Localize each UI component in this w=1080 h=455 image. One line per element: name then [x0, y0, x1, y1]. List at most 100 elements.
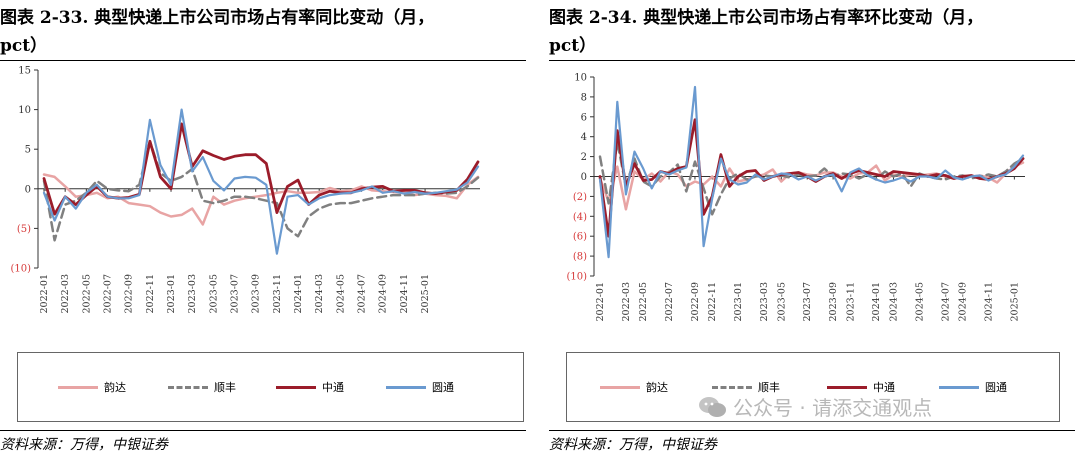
x-tick-label-right: 2023-03 [759, 282, 770, 321]
legend-swatch [712, 385, 752, 389]
legend-swatch [827, 385, 867, 389]
chart-title-left-line2: pct） [0, 36, 48, 56]
y-tick-label-right: (10) [566, 272, 587, 283]
x-tick-label-right: 2023-11 [845, 282, 856, 321]
chart-title-left-line1: 图表 2-33. 典型快递上市公司市场占有率同比变动（月， [0, 8, 435, 28]
legend-item: 中通 [827, 353, 895, 421]
title-rule-right [549, 60, 1075, 61]
y-tick-label-left: (5) [17, 224, 31, 235]
legend-label: 顺丰 [214, 381, 236, 394]
series-line-left-圆通 [42, 108, 480, 255]
y-tick-label-right: 6 [581, 112, 587, 123]
chart-panel-left: 图表 2-33. 典型快递上市公司市场占有率同比变动（月， pct） (10)(… [0, 0, 526, 455]
x-tick-label-left: 2024-11 [399, 274, 410, 313]
x-tick-label-right: 2022-01 [595, 282, 606, 321]
x-tick-label-left: 2024-03 [314, 274, 325, 313]
chart-plot-right: (10) (8) (6) (4) (2) 0 2 4 6 8 10 2022-01 2022-03 202… [566, 73, 1025, 321]
wechat-icon [699, 396, 726, 417]
x-tick-label-right: 2024-11 [983, 282, 994, 321]
x-tick-label-left: 2024-05 [335, 274, 346, 313]
legend-right: 韵达 顺丰 中通 圆通 [566, 352, 1060, 422]
x-tick-label-right: 2024-09 [958, 282, 969, 321]
y-tick-label-right: (2) [573, 192, 587, 203]
watermark-text: 公众号 · 请添交通观点 [733, 396, 933, 420]
x-tick-label-right: 2024-03 [889, 282, 900, 321]
series-line-right-韵达 [598, 161, 1025, 211]
x-tick-label-left: 2023-01 [166, 274, 177, 313]
x-tick-label-right: 2024-01 [871, 282, 882, 321]
x-tick-label-right: 2022-11 [707, 282, 718, 321]
legend-item: 韵达 [58, 353, 126, 421]
legend-swatch [386, 385, 426, 389]
x-tick-label-right: 2023-09 [828, 282, 839, 321]
legend-label: 圆通 [985, 381, 1007, 394]
chart-title-right-line2: pct） [549, 36, 597, 56]
x-tick-label-right: 2024-05 [914, 282, 925, 321]
x-tick-label-left: 2022-07 [103, 274, 114, 313]
x-tick-label-left: 2022-01 [39, 274, 50, 313]
x-tick-label-left: 2024-01 [293, 274, 304, 313]
legend-label: 韵达 [646, 381, 668, 394]
chart-title-left: 图表 2-33. 典型快递上市公司市场占有率同比变动（月， pct） [0, 4, 526, 60]
x-tick-label-right: 2022-09 [690, 282, 701, 321]
y-tick-label-left: 5 [25, 145, 31, 156]
x-tick-label-right: 2023-01 [733, 282, 744, 321]
legend-label: 圆通 [432, 381, 454, 394]
legend-item: 韵达 [600, 353, 668, 421]
y-tick-label-right: (6) [573, 232, 587, 243]
y-tick-label-right: 10 [574, 73, 587, 84]
x-tick-label-left: 2024-07 [357, 274, 368, 313]
legend-item: 圆通 [386, 353, 454, 421]
x-tick-label-right: 2023-07 [802, 282, 813, 321]
y-tick-label-left: 10 [18, 105, 31, 116]
x-tick-label-left: 2023-03 [187, 274, 198, 313]
x-tick-label-right: 2023-05 [776, 282, 787, 321]
x-tick-label-left: 2022-09 [124, 274, 135, 313]
source-rule-left [0, 430, 526, 431]
legend-swatch [939, 385, 979, 389]
watermark: 公众号 · 请添交通观点 [697, 392, 932, 421]
y-tick-label-right: 2 [581, 152, 587, 163]
x-tick-label-left: 2022-05 [81, 274, 92, 313]
x-tick-label-left: 2024-09 [378, 274, 389, 313]
legend-label: 顺丰 [758, 381, 780, 394]
x-tick-label-right: 2022-05 [638, 282, 649, 321]
legend-item: 顺丰 [168, 353, 236, 421]
x-tick-label-left: 2022-11 [145, 274, 156, 313]
legend-swatch [168, 385, 208, 389]
x-tick-label-left: 2023-09 [251, 274, 262, 313]
y-tick-label-right: (8) [573, 252, 587, 263]
y-tick-label-right: (4) [573, 212, 587, 223]
chart-title-right-line1: 图表 2-34. 典型快递上市公司市场占有率环比变动（月， [549, 8, 984, 28]
y-tick-label-left: 0 [25, 184, 31, 195]
series-line-left-顺丰 [42, 140, 480, 242]
x-tick-label-left: 2023-11 [272, 274, 283, 313]
y-tick-label-right: 8 [581, 92, 587, 103]
legend-item: 顺丰 [712, 353, 780, 421]
legend-swatch [58, 385, 98, 389]
series-line-right-圆通 [598, 85, 1025, 259]
legend-label: 中通 [873, 381, 895, 394]
legend-swatch [600, 385, 640, 389]
y-tick-label-right: 4 [581, 132, 587, 143]
x-tick-label-left: 2025-01 [420, 274, 431, 313]
source-note-left: 资料来源：万得，中银证券 [0, 437, 168, 453]
legend-swatch [276, 385, 316, 389]
x-tick-label-right: 2025-01 [1009, 282, 1020, 321]
title-rule-left [0, 60, 526, 61]
source-rule-right [549, 430, 1075, 431]
y-tick-label-left: (10) [10, 264, 31, 275]
legend-left: 韵达 顺丰 中通 圆通 [17, 352, 524, 422]
legend-item: 中通 [276, 353, 344, 421]
legend-item: 圆通 [939, 353, 1007, 421]
legend-label: 韵达 [104, 381, 126, 394]
chart-panel-right: 图表 2-34. 典型快递上市公司市场占有率环比变动（月， pct） (10) (… [549, 0, 1075, 455]
x-tick-label-left: 2022-03 [60, 274, 71, 313]
chart-title-right: 图表 2-34. 典型快递上市公司市场占有率环比变动（月， pct） [549, 4, 1075, 60]
x-tick-label-left: 2023-05 [208, 274, 219, 313]
x-tick-label-left: 2023-07 [230, 274, 241, 313]
x-tick-label-right: 2022-07 [664, 282, 675, 321]
x-tick-label-right: 2022-03 [621, 282, 632, 321]
y-tick-label-left: 15 [18, 66, 31, 77]
chart-plot-left: (10) (5) 0 5 10 15 2022-01 2022-03 2022-05 2022-0… [10, 66, 480, 313]
